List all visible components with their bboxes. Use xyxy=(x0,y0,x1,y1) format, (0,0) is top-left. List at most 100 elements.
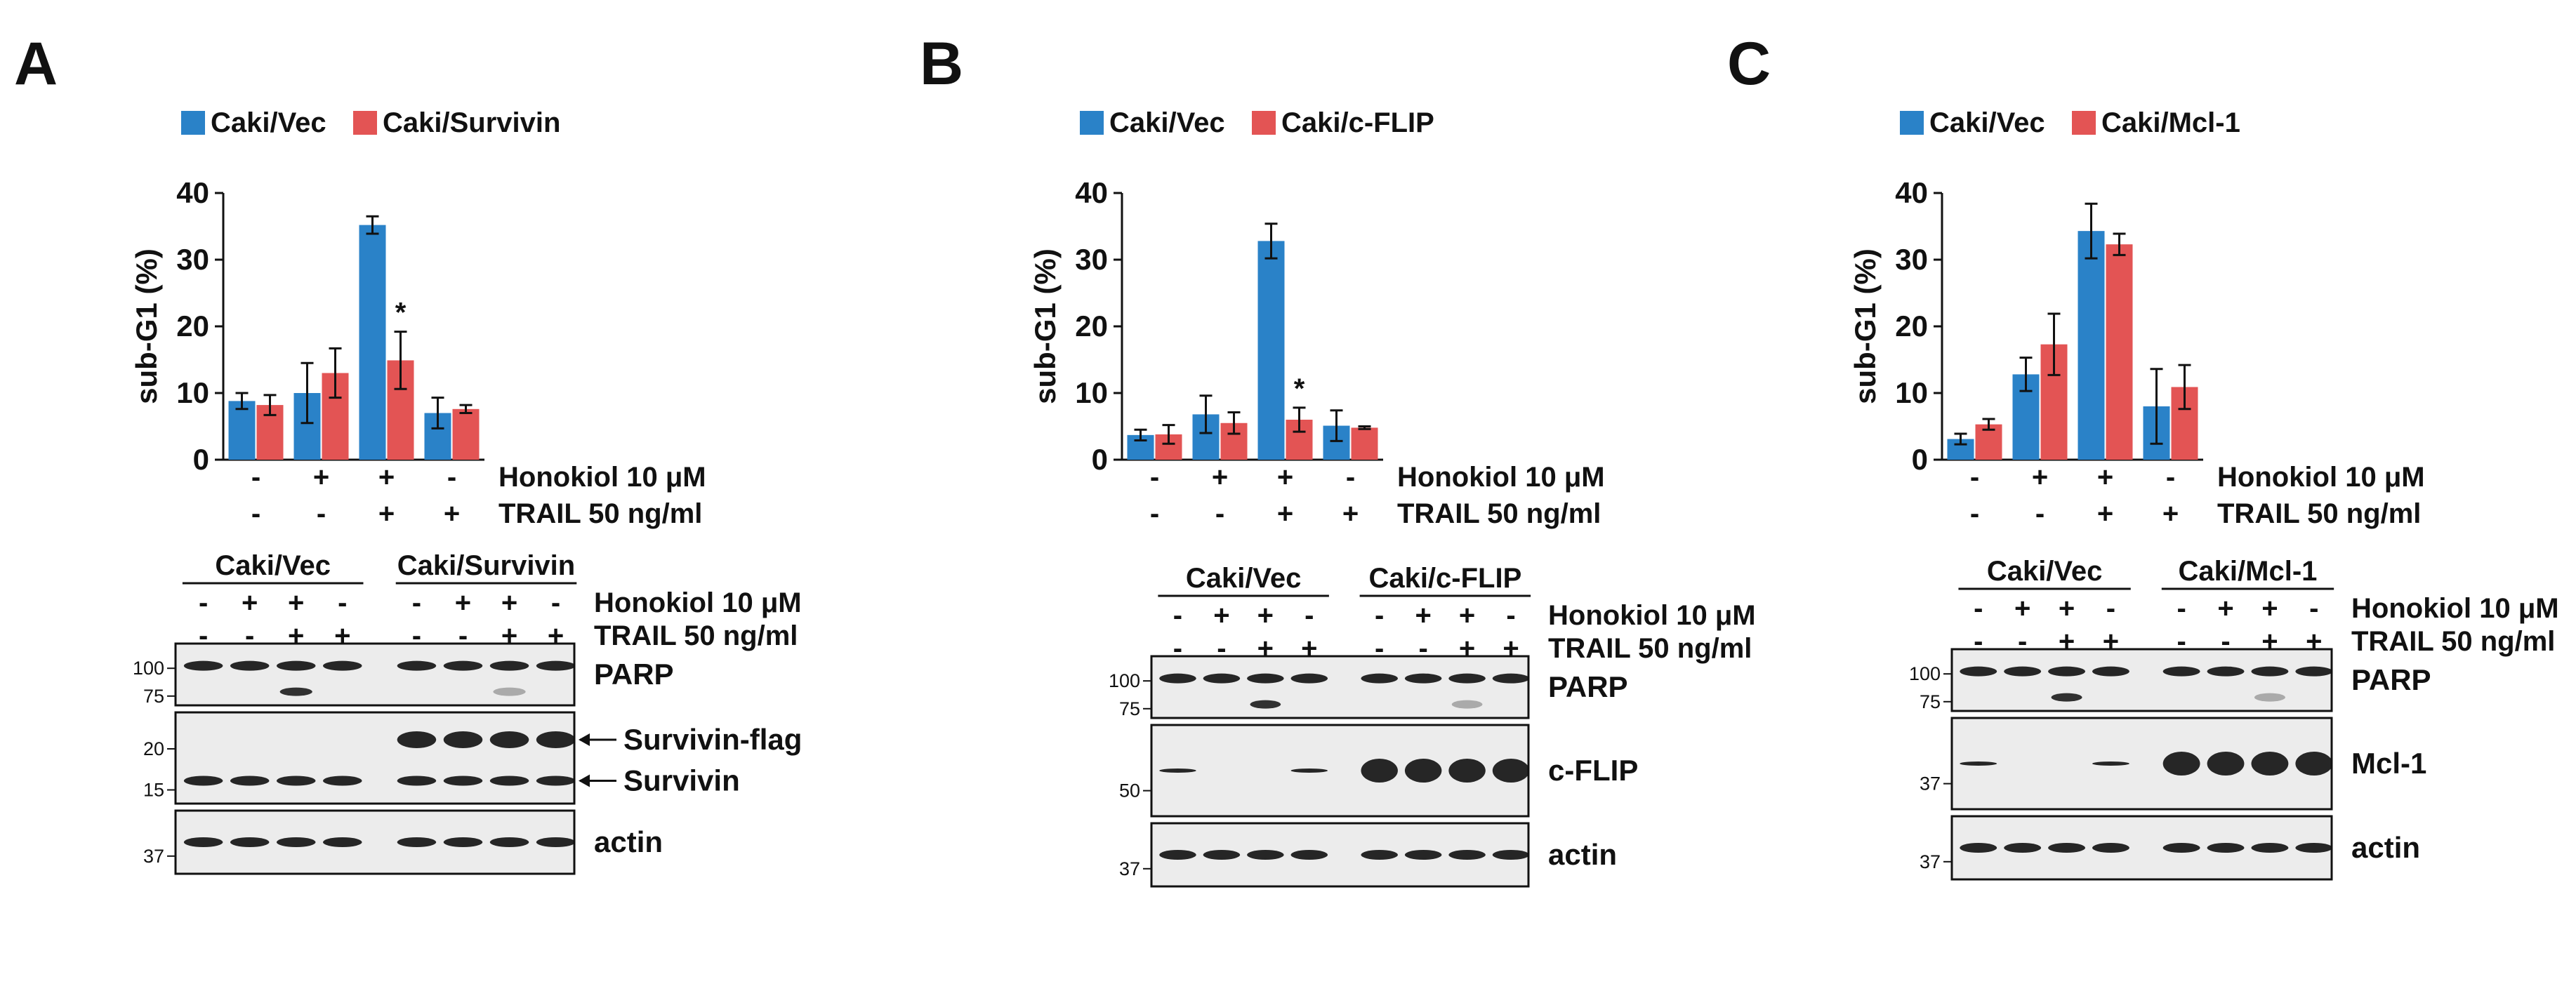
y-tick-label: 10 xyxy=(176,376,209,409)
blot-band xyxy=(323,660,362,671)
cleaved-band xyxy=(493,687,526,696)
blot-band xyxy=(536,837,576,847)
cleaved-band xyxy=(279,687,312,696)
y-tick-label: 30 xyxy=(1075,243,1108,276)
blot-band xyxy=(2207,666,2245,677)
blot-condition-sign: - xyxy=(1375,600,1384,631)
y-tick-label: 40 xyxy=(176,176,209,209)
condition-sign: + xyxy=(313,462,329,493)
condition-sign: - xyxy=(1346,462,1355,493)
y-tick-label: 40 xyxy=(1075,176,1108,209)
blot-row-label: PARP xyxy=(594,658,674,691)
condition-label: TRAIL 50 ng/ml xyxy=(498,498,702,529)
blot-band xyxy=(2207,843,2245,853)
condition-sign: + xyxy=(1277,462,1293,493)
condition-label: TRAIL 50 ng/ml xyxy=(1397,498,1601,529)
y-axis-label: sub-G1 (%) xyxy=(1849,248,1882,404)
blot-row-label: actin xyxy=(2351,831,2420,864)
blot-band xyxy=(323,776,362,786)
blot-condition-sign: + xyxy=(1459,600,1475,631)
blot-group-label: Caki/Vec xyxy=(1987,556,2103,587)
condition-sign: - xyxy=(2035,498,2045,529)
blot-condition-sign: - xyxy=(1506,600,1515,631)
blot-condition-sign: + xyxy=(501,587,517,618)
blot-condition-sign: + xyxy=(2217,593,2233,624)
blot-band xyxy=(397,837,437,847)
legend-label: Caki/Survivin xyxy=(383,107,560,138)
legend-swatch-other xyxy=(1252,111,1276,135)
blot-band xyxy=(2295,843,2333,853)
blot-band xyxy=(1361,850,1398,860)
panel-b: B Caki/Vec Caki/c-FLIP 0 10 20 30 40 sub-G1 (%) *… xyxy=(920,30,1756,888)
blot-band xyxy=(2162,752,2200,776)
blot-band xyxy=(1960,843,1997,853)
blot-condition-sign: - xyxy=(2177,593,2186,624)
blot-band xyxy=(1960,666,1997,677)
blot-band xyxy=(1361,759,1398,783)
condition-sign: + xyxy=(2162,498,2179,529)
blot-arrow-label: Survivin xyxy=(623,764,740,797)
blot-condition-sign: - xyxy=(2309,593,2318,624)
blot-condition-sign: + xyxy=(2059,593,2075,624)
blot-band xyxy=(2092,666,2129,677)
mw-label: 50 xyxy=(1119,780,1140,801)
mw-label: 15 xyxy=(143,780,164,801)
blot-band xyxy=(2092,761,2129,766)
blot-row-label: Mcl-1 xyxy=(2351,747,2426,780)
legend-swatch-vec xyxy=(1080,111,1104,135)
blot-row-label: PARP xyxy=(2351,663,2431,696)
legend-label: Caki/Vec xyxy=(1929,107,2045,138)
y-axis-label: sub-G1 (%) xyxy=(130,248,163,404)
blot-band xyxy=(1404,850,1442,860)
condition-sign: - xyxy=(1215,498,1224,529)
blot-band xyxy=(443,837,483,847)
cleaved-band xyxy=(1250,700,1281,709)
bar xyxy=(1257,241,1285,460)
blot-band xyxy=(1290,850,1328,860)
y-tick-label: 10 xyxy=(1075,376,1108,409)
blot-band xyxy=(2162,843,2200,853)
blot-condition-label: TRAIL 50 ng/ml xyxy=(594,620,798,651)
blot-band xyxy=(443,776,483,786)
mw-label: 20 xyxy=(143,738,164,759)
blot-band xyxy=(276,776,316,786)
blot-condition-sign: + xyxy=(242,587,258,618)
legend-label: Caki/Mcl-1 xyxy=(2101,107,2240,138)
blot-band xyxy=(230,837,270,847)
mw-label: 75 xyxy=(143,686,164,707)
blot-row-label: c-FLIP xyxy=(1548,754,1638,787)
blot-row-frame xyxy=(174,642,576,707)
mw-label: 75 xyxy=(1920,691,1941,712)
mw-label: 37 xyxy=(1920,773,1941,794)
panel-letter: C xyxy=(1727,30,1771,98)
legend-swatch-other xyxy=(353,111,377,135)
blot-band xyxy=(1247,850,1284,860)
blot-condition-sign: + xyxy=(1415,600,1431,631)
blot-condition-sign: + xyxy=(2261,593,2278,624)
mw-label: 100 xyxy=(1109,670,1140,691)
legend-swatch-vec xyxy=(1900,111,1924,135)
condition-label: Honokiol 10 μM xyxy=(498,462,706,493)
bar xyxy=(452,408,480,460)
blot-band xyxy=(1492,673,1530,684)
bar xyxy=(2078,231,2105,460)
blot-band xyxy=(1247,673,1284,684)
condition-sign: - xyxy=(317,498,326,529)
y-tick-label: 20 xyxy=(1895,310,1928,342)
blot-band xyxy=(1404,673,1442,684)
mw-label: 100 xyxy=(1909,663,1941,684)
blot-band xyxy=(1448,759,1486,783)
condition-sign: + xyxy=(378,498,395,529)
condition-sign: - xyxy=(447,462,456,493)
blot-band xyxy=(2004,666,2042,677)
blot-row-frame xyxy=(174,711,576,805)
blot-band xyxy=(183,776,223,786)
blot-row-frame xyxy=(1150,655,1530,719)
blot-band xyxy=(2048,843,2085,853)
mw-label: 37 xyxy=(1920,851,1941,872)
blot-band xyxy=(2162,666,2200,677)
blot-band xyxy=(276,660,316,671)
blot-group-label: Caki/Vec xyxy=(215,550,331,581)
condition-label: TRAIL 50 ng/ml xyxy=(2217,498,2421,529)
blot-band xyxy=(1203,850,1241,860)
